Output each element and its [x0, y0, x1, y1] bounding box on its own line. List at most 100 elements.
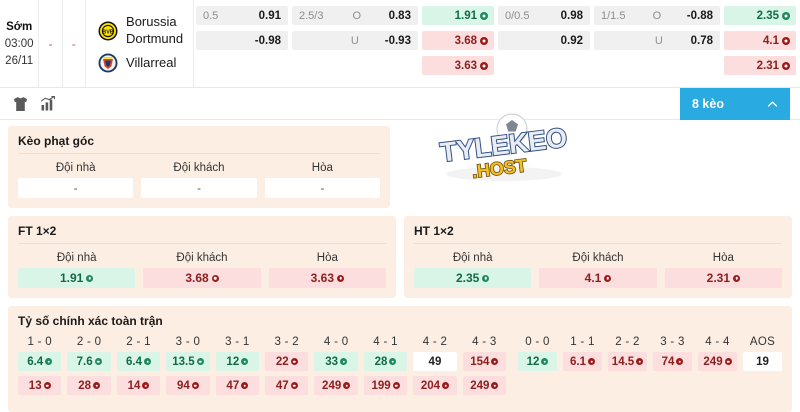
score-odds-cell[interactable]: 47	[265, 376, 309, 395]
odds-row: 3.63 2.31	[194, 53, 800, 78]
score-odds-cell[interactable]: 22	[265, 352, 309, 371]
handicap-line: 0.5	[203, 9, 219, 22]
score-column: 2 - 0 7.6 28	[67, 334, 111, 400]
score-odds-cell[interactable]: 154	[462, 352, 507, 371]
result-odds-cell[interactable]: 3.63	[422, 56, 494, 75]
trend-down-icon	[782, 61, 790, 70]
score-odds-cell[interactable]: 249	[698, 352, 737, 371]
odds-value: 47	[226, 379, 240, 392]
keo-count-button[interactable]: 8 kèo	[680, 88, 790, 120]
score-odds-cell[interactable]: 28	[67, 376, 111, 395]
corner-odds-home[interactable]: -	[18, 178, 134, 198]
score-column: 4 - 1 28 199	[363, 334, 408, 400]
score-odds-cell[interactable]: 13.5	[166, 352, 210, 371]
score-odds-cell[interactable]: 249	[462, 376, 507, 395]
score-odds-cell[interactable]: 28	[363, 352, 408, 371]
score-odds-cell[interactable]: 14	[116, 376, 161, 395]
score-odds-cell[interactable]: 49	[413, 352, 457, 371]
ht-odds-draw[interactable]: 2.31	[664, 268, 782, 288]
score-odds-cell[interactable]: 6.4	[18, 352, 62, 371]
column-header: Hòa	[316, 252, 338, 264]
odds-value: 249	[470, 379, 490, 392]
trend-up-icon	[389, 358, 397, 365]
ht-odds-home[interactable]: 2.35	[414, 268, 532, 288]
corner-odds-away[interactable]: -	[141, 178, 257, 198]
score-odds-cell[interactable]: 6.4	[116, 352, 161, 371]
handicap-cell-2[interactable]: 0.92	[498, 31, 590, 50]
corner-kick-panel-title: Kèo phạt góc	[18, 134, 380, 154]
overunder-cell[interactable]: U -0.93	[292, 31, 418, 50]
borussia-dortmund-crest-icon: BVB	[98, 21, 118, 41]
score-odds-cell[interactable]: 74	[653, 352, 692, 371]
handicap-cell[interactable]: 0.5 0.91	[196, 6, 288, 25]
odds-value: 14.5	[611, 355, 635, 368]
score-header: 4 - 2	[422, 336, 448, 348]
score-odds-cell[interactable]: 94	[166, 376, 210, 395]
trend-down-icon	[588, 358, 595, 365]
result-odds-cell[interactable]: 1.91	[422, 6, 494, 25]
odds-value: 3.63	[310, 271, 334, 285]
score-odds-cell[interactable]: 47	[215, 376, 260, 395]
score-column: 4 - 4 249	[698, 334, 737, 376]
column-header: Đội khách	[173, 162, 225, 174]
villarreal-crest-icon	[98, 53, 118, 73]
result-odds-cell-2[interactable]: 2.35	[724, 6, 796, 25]
overunder-cell[interactable]: 2.5/3 O 0.83	[292, 6, 418, 25]
result-odds-cell-2[interactable]: 2.31	[724, 56, 796, 75]
overunder-cell-2[interactable]: U 0.78	[594, 31, 720, 50]
odds-value: 154	[470, 355, 490, 368]
odds-value: 22	[275, 355, 289, 368]
jersey-icon[interactable]	[6, 91, 34, 117]
overunder2-side: U	[654, 34, 663, 47]
odds-value: 2.31	[706, 271, 730, 285]
score-odds-cell[interactable]: 7.6	[67, 352, 111, 371]
odds-value: 47	[275, 379, 289, 392]
column-header: Đội khách	[176, 252, 228, 264]
ft-odds-away[interactable]: 3.68	[143, 268, 261, 288]
score-odds-cell[interactable]: 249	[314, 376, 358, 395]
score-column: AOS 19	[743, 334, 782, 376]
corner-column-away: Đội khách -	[141, 160, 257, 198]
ht-odds-away[interactable]: 4.1	[539, 268, 657, 288]
score-odds-cell[interactable]: 204	[413, 376, 457, 395]
score-odds-cell[interactable]: 12	[518, 352, 557, 371]
handicap2-value: 0.98	[560, 9, 583, 22]
handicap-value: 0.91	[258, 9, 281, 22]
handicap-cell[interactable]: -0.98	[196, 31, 288, 50]
correct-score-grid-left: 1 - 0 6.4 13 2 - 0 7.6 28 2 - 1 6.4	[18, 334, 507, 400]
ft-odds-home[interactable]: 1.91	[18, 268, 136, 288]
score-header: 3 - 0	[175, 336, 201, 348]
score-odds-cell[interactable]: 6.1	[563, 352, 602, 371]
result-odds-cell-2[interactable]: 4.1	[724, 31, 796, 50]
ft-1x2-columns: Đội nhà 1.91 Đội khách 3.68	[18, 250, 386, 288]
trend-up-icon	[196, 358, 204, 365]
ht-column-home: Đội nhà 2.35	[414, 250, 532, 288]
corner-column-draw: Hòa -	[264, 160, 380, 198]
odds-value: 14	[127, 379, 141, 392]
score-odds-cell[interactable]: 199	[363, 376, 408, 395]
score-odds-cell[interactable]: 33	[314, 352, 358, 371]
home-team-row[interactable]: BVB Borussia Dortmund	[98, 14, 193, 47]
score-odds-cell[interactable]: 14.5	[608, 352, 647, 371]
score-header: 3 - 1	[225, 336, 250, 348]
bar-chart-icon[interactable]	[34, 91, 62, 117]
score-odds-cell[interactable]: 12	[215, 352, 260, 371]
score-header: 3 - 2	[274, 336, 299, 348]
overunder-cell-empty	[292, 56, 418, 75]
handicap-cell-2-empty	[498, 56, 590, 75]
corner-odds-draw[interactable]: -	[264, 178, 380, 198]
overunder-cell-2[interactable]: 1/1.5 O -0.88	[594, 6, 720, 25]
trend-up-icon	[541, 358, 549, 365]
handicap-cell-2[interactable]: 0/0.5 0.98	[498, 6, 590, 25]
home-team-name-line1: Borussia	[126, 14, 177, 30]
odds-value: 6.1	[570, 355, 586, 368]
trend-down-icon	[480, 61, 488, 70]
ft-odds-draw[interactable]: 3.63	[268, 268, 386, 288]
result-odds-cell[interactable]: 3.68	[422, 31, 494, 50]
away-team-row[interactable]: Villarreal	[98, 53, 193, 73]
trend-down-icon	[676, 358, 684, 365]
score-odds-cell-aos[interactable]: 19	[743, 352, 782, 371]
score-odds-cell[interactable]: 13	[18, 376, 62, 395]
odds-value: 249	[322, 379, 342, 392]
match-status-label: Sớm	[6, 20, 33, 33]
